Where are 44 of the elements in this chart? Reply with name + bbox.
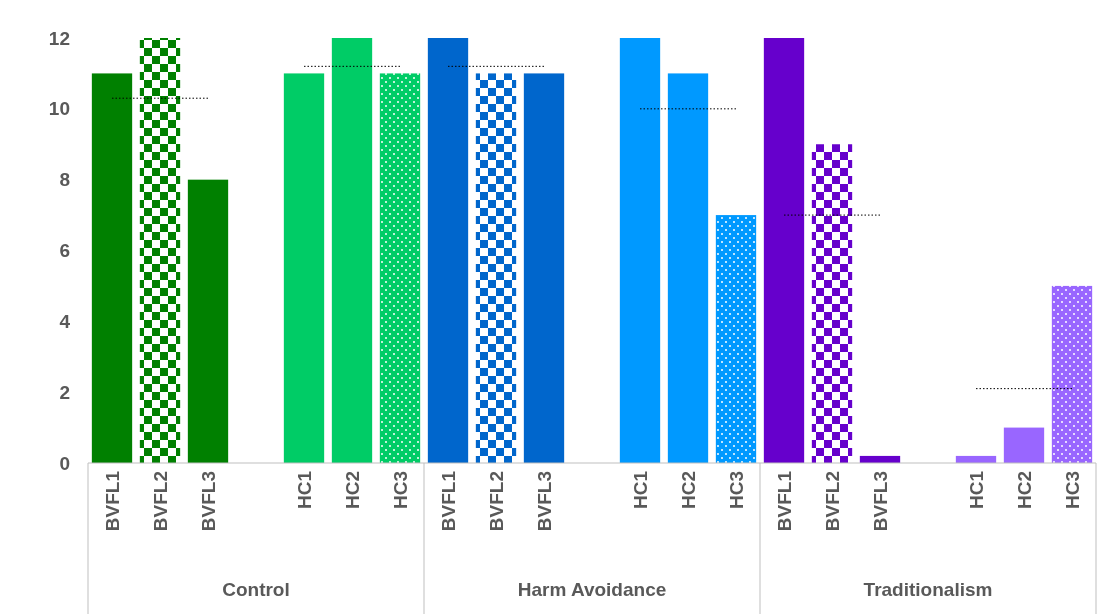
bar <box>475 73 517 463</box>
bar <box>715 215 757 463</box>
y-tick-label: 4 <box>59 310 71 332</box>
x-tick-label: BVFL3 <box>533 471 555 532</box>
bar <box>667 73 709 463</box>
x-tick-label: BVFL2 <box>821 471 843 532</box>
x-tick-label: BVFL2 <box>149 471 171 532</box>
y-tick-label: 6 <box>59 240 70 262</box>
x-tick-label: HC3 <box>1061 471 1083 510</box>
bar <box>187 179 229 463</box>
bar <box>811 144 853 463</box>
bar <box>91 73 133 463</box>
text: Control <box>222 579 290 600</box>
x-tick-label: HC2 <box>677 471 699 510</box>
x-tick-label: BVFL1 <box>773 470 795 532</box>
y-tick-label: 2 <box>59 381 70 403</box>
x-tick-label: BVFL3 <box>197 471 219 532</box>
x-tick-label: HC3 <box>725 471 747 510</box>
bar <box>283 73 325 463</box>
bar <box>1003 427 1045 463</box>
x-tick-label: HC1 <box>629 470 651 510</box>
y-tick-label: 8 <box>59 169 70 191</box>
x-tick-label: BVFL1 <box>437 470 459 532</box>
bar <box>379 73 421 463</box>
text: Traditionalism <box>863 579 993 600</box>
bar <box>763 38 805 463</box>
x-tick-label: HC3 <box>389 471 411 510</box>
bar <box>331 38 373 463</box>
y-tick-label: 12 <box>48 27 70 49</box>
x-tick-label: HC2 <box>1013 471 1035 510</box>
x-tick-label: BVFL2 <box>485 471 507 532</box>
x-tick-label: HC1 <box>965 470 987 510</box>
bar <box>1051 285 1093 463</box>
bar <box>619 38 661 463</box>
bar <box>139 38 181 463</box>
bar <box>427 38 469 463</box>
y-tick-label: 0 <box>59 452 70 474</box>
y-tick-label: 10 <box>48 98 70 120</box>
x-tick-label: BVFL1 <box>101 470 123 532</box>
x-tick-label: HC2 <box>341 471 363 510</box>
text: Harm Avoidance <box>517 579 667 600</box>
x-tick-label: HC1 <box>293 470 315 510</box>
bar <box>523 73 565 463</box>
x-tick-label: BVFL3 <box>869 471 891 532</box>
